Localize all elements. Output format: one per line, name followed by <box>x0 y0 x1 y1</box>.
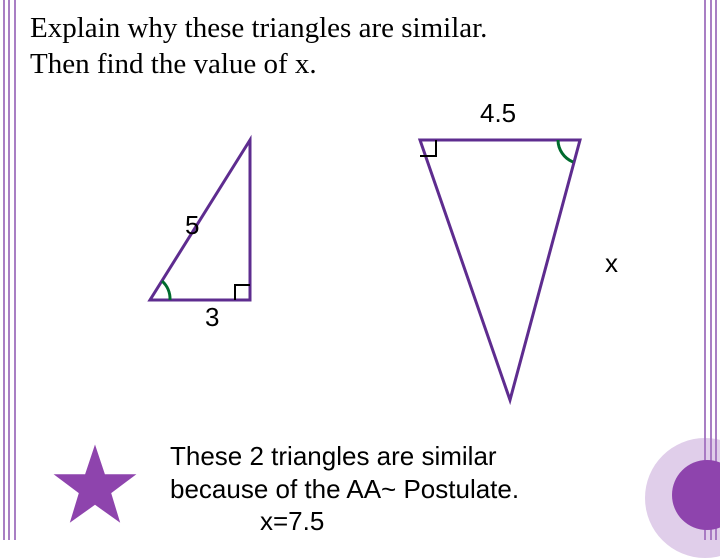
answer-line2: because of the AA~ Postulate. <box>170 474 519 504</box>
answer-text: These 2 triangles are similar because of… <box>170 440 519 538</box>
triangle-2 <box>400 120 630 420</box>
answer-line1: These 2 triangles are similar <box>170 441 497 471</box>
triangle-1 <box>130 130 310 330</box>
heading-line1: Explain why these triangles are similar. <box>30 12 487 44</box>
t1-base-label: 3 <box>205 302 219 333</box>
answer-line3: x=7.5 <box>260 505 324 538</box>
t2-top-label: 4.5 <box>480 98 516 129</box>
heading-line2: Then find the value of x. <box>30 48 317 80</box>
question-heading: Explain why these triangles are similar.… <box>30 10 487 83</box>
star-icon <box>50 440 140 530</box>
t2-hyp-label: x <box>605 248 618 279</box>
t1-hypotenuse-label: 5 <box>185 210 199 241</box>
